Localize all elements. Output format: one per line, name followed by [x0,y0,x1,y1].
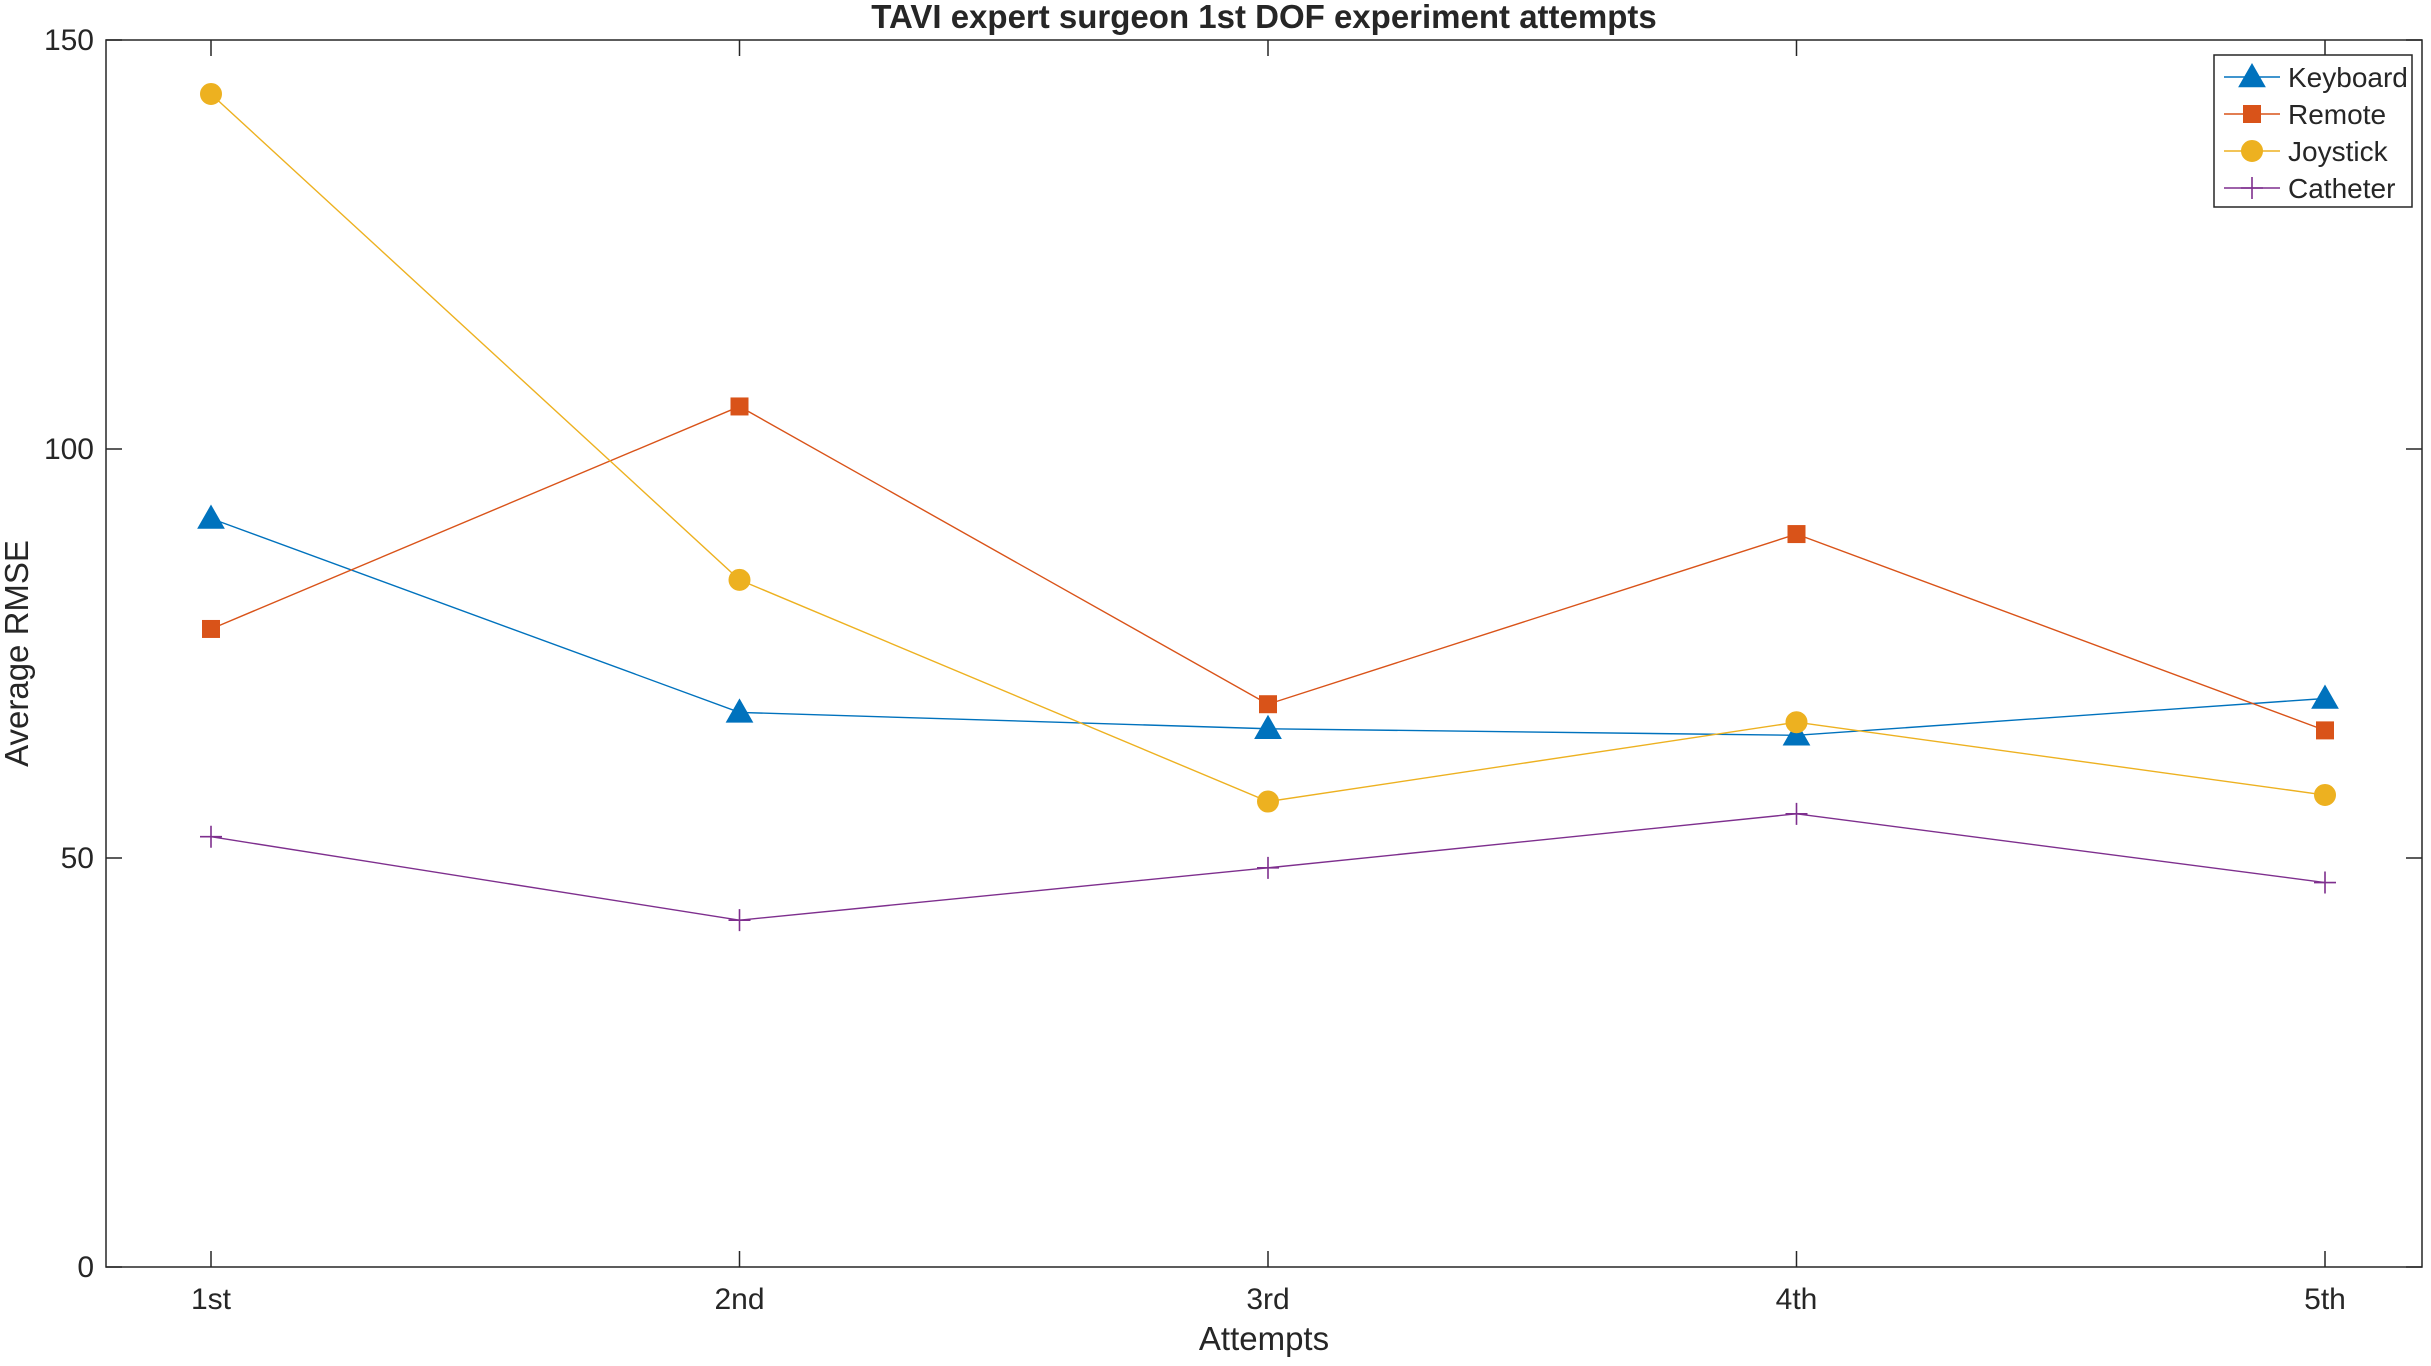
data-point-joystick [200,82,222,105]
data-point-keyboard [197,504,225,529]
legend-label-joystick: Joystick [2288,136,2389,167]
legend-item-remote: Remote [2224,99,2386,130]
data-point-catheter [2314,871,2336,894]
y-axis-ticks: 0 50 100 150 [44,24,2422,1284]
data-point-catheter [1257,856,1279,879]
data-point-catheter [200,825,222,848]
data-point-keyboard [1254,714,1282,740]
legend-label-keyboard: Keyboard [2288,62,2408,93]
data-point-remote [730,397,749,416]
plot-area [105,39,2423,1268]
legend: Keyboard Remote Joystick Catheter [2213,54,2413,208]
chart-title: TAVI expert surgeon 1st DOF experiment a… [871,0,1656,35]
legend-marker-remote [2243,105,2261,123]
legend-marker-joystick [2241,140,2263,162]
y-tick-label: 100 [44,433,94,466]
x-axis-label: Attempts [1199,1320,1329,1357]
y-tick-label: 150 [44,24,94,57]
legend-marker-catheter [2241,177,2263,199]
data-point-joystick [1257,790,1279,813]
data-point-joystick [728,568,751,591]
data-point-catheter [1785,802,1808,825]
x-tick-label: 1st [191,1283,232,1316]
series-catheter [200,802,2336,932]
legend-label-remote: Remote [2288,99,2386,130]
series-remote [202,397,2334,740]
series-layer [197,82,2339,932]
y-tick-label: 0 [77,1251,94,1284]
legend-item-joystick: Joystick [2224,136,2389,167]
legend-item-catheter: Catheter [2224,173,2395,204]
data-point-keyboard [1782,721,1811,746]
series-keyboard [197,504,2339,746]
data-point-remote [2316,721,2334,740]
legend-marker-keyboard [2238,62,2266,88]
y-axis-label: Average RMSE [0,540,35,767]
data-point-joystick [1785,711,1808,734]
data-point-joystick [2314,784,2336,807]
axes-box [105,39,2423,1268]
data-point-remote [1259,695,1277,714]
y-tick-label: 50 [61,842,94,875]
data-point-keyboard [725,698,754,723]
data-point-remote [1787,525,1806,544]
legend-item-keyboard: Keyboard [2224,62,2408,93]
x-tick-label: 3rd [1246,1283,1289,1316]
legend-label-catheter: Catheter [2288,173,2395,204]
x-tick-label: 2nd [714,1283,764,1316]
series-joystick [200,82,2336,813]
data-point-keyboard [2311,684,2339,709]
data-point-catheter [728,909,751,932]
x-tick-label: 4th [1776,1283,1818,1316]
x-axis-ticks: 1st 2nd 3rd 4th 5th [191,40,2346,1316]
x-tick-label: 5th [2304,1283,2346,1316]
data-point-remote [202,619,220,638]
